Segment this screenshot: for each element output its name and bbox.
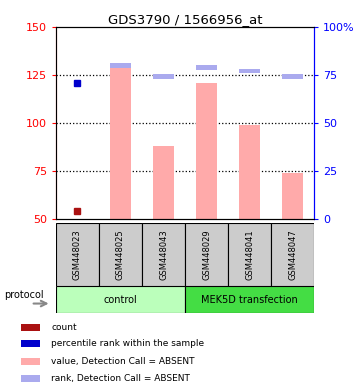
Text: protocol: protocol xyxy=(4,290,44,301)
Bar xyxy=(99,223,142,286)
Text: percentile rank within the sample: percentile rank within the sample xyxy=(51,339,204,348)
Text: count: count xyxy=(51,323,77,332)
Text: GSM448043: GSM448043 xyxy=(159,229,168,280)
Bar xyxy=(282,74,303,79)
Bar xyxy=(21,375,40,382)
Bar xyxy=(228,223,271,286)
Bar xyxy=(271,223,314,286)
Title: GDS3790 / 1566956_at: GDS3790 / 1566956_at xyxy=(108,13,262,26)
Text: GSM448029: GSM448029 xyxy=(202,229,211,280)
Bar xyxy=(110,63,131,68)
Text: GSM448025: GSM448025 xyxy=(116,229,125,280)
Text: GSM448041: GSM448041 xyxy=(245,229,254,280)
Bar xyxy=(239,69,260,73)
Text: GSM448023: GSM448023 xyxy=(73,229,82,280)
Bar xyxy=(21,341,40,348)
Bar xyxy=(185,223,228,286)
Text: rank, Detection Call = ABSENT: rank, Detection Call = ABSENT xyxy=(51,374,190,383)
Bar xyxy=(21,324,40,331)
Text: value, Detection Call = ABSENT: value, Detection Call = ABSENT xyxy=(51,357,195,366)
Bar xyxy=(142,223,185,286)
Bar xyxy=(196,65,217,70)
Bar xyxy=(110,65,131,219)
Bar xyxy=(282,173,303,219)
Bar xyxy=(56,286,185,313)
Bar xyxy=(239,125,260,219)
Bar xyxy=(21,358,40,365)
Bar xyxy=(153,74,174,79)
Bar xyxy=(185,286,314,313)
Text: control: control xyxy=(104,295,137,305)
Text: MEK5D transfection: MEK5D transfection xyxy=(201,295,298,305)
Text: GSM448047: GSM448047 xyxy=(288,229,297,280)
Bar xyxy=(56,223,99,286)
Bar xyxy=(153,146,174,219)
Bar xyxy=(196,83,217,219)
